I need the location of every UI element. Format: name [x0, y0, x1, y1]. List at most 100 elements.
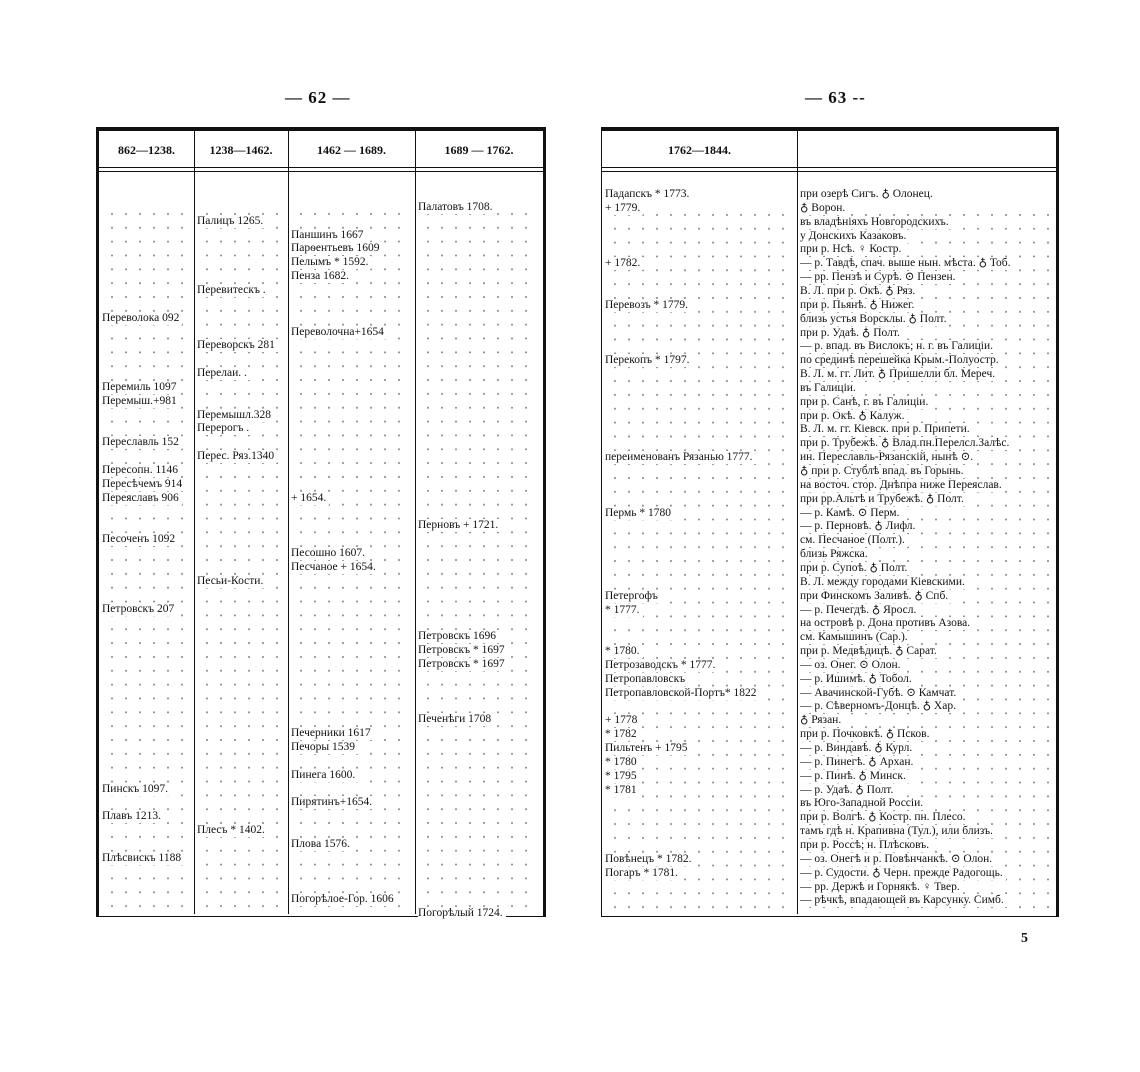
- column-header: 1462 — 1689.: [317, 143, 386, 157]
- column-rule: [797, 131, 798, 914]
- table-cell: Перемыш.+981: [102, 394, 180, 408]
- table-cell: Песьи-Кости.: [197, 574, 267, 588]
- table-cell: ♁ при р. Стублѣ впад. въ Горынь.: [800, 465, 967, 478]
- table-cell: * 1780.: [605, 645, 643, 659]
- table-cell: при Финскомъ Заливѣ. ♁ Спб.: [800, 589, 952, 603]
- table-cell: * 1795: [605, 769, 640, 783]
- table-cell: — рр. Пензѣ и Сурѣ. ⊙ Пензен.: [800, 271, 959, 285]
- table-cell: Печенѣги 1708: [418, 713, 495, 727]
- table-cell: — оз. Онег. ⊙ Олон.: [800, 658, 904, 672]
- table-cell: Переворскъ 281: [197, 339, 278, 353]
- table-cell: * 1781: [605, 783, 640, 797]
- table-cell: — р. Сѣверномъ-Донцѣ. ♁ Хар.: [800, 700, 959, 714]
- table-cell: Песчаное + 1654.: [291, 560, 379, 574]
- table-cell: см. Камышинъ (Сар.).: [800, 631, 911, 645]
- header-rule: [602, 167, 1056, 168]
- table-cell: Падапскъ * 1773.: [605, 188, 693, 201]
- table-cell: Пересопн. 1146: [102, 464, 182, 477]
- table-cell: — р. Ишимѣ. ♁ Тобол.: [800, 672, 915, 686]
- table-cell: — оз. Онегѣ и р. Повѣнчанкѣ. ⊙ Олон.: [800, 852, 996, 866]
- column-rule: [288, 131, 289, 914]
- table-cell: — р. Тавдѣ, спач. выше нын. мѣста. ♁ Тоб…: [800, 257, 1014, 271]
- table-cell: Петровскъ * 1697: [418, 644, 508, 658]
- table-cell: Перевитескъ .: [197, 283, 269, 297]
- column-header: 1689 — 1762.: [444, 143, 514, 157]
- header-rule: [602, 171, 1056, 172]
- table-cell: Погаръ * 1781.: [605, 866, 681, 880]
- table-cell: см. Песчаное (Полт.).: [800, 534, 908, 548]
- page-number: — 62 —: [285, 88, 351, 107]
- table-cell: — р. Пинѣ. ♁ Минск.: [800, 769, 909, 783]
- table-cell: Палицъ 1265.: [197, 214, 267, 228]
- table-cell: Петергофъ: [605, 589, 661, 603]
- table-cell: Перес. Ряз.1340: [197, 450, 278, 464]
- table-cell: В. Л. при р. Окѣ. ♁ Ряз.: [800, 284, 919, 298]
- table-cell: + 1782.: [605, 257, 644, 271]
- column-header: 862—1238.: [118, 143, 175, 157]
- table-cell: — р. Печегдѣ. ♁ Яросл.: [800, 603, 920, 617]
- table-cell: Переяславъ 906: [102, 491, 182, 505]
- table-cell: при р. Нсѣ. ♀ Костр.: [800, 243, 905, 257]
- table-cell: В. Л. м. гг. Лит. ♁ Пришелли бл. Мереч.: [800, 368, 999, 382]
- leader-dots: [419, 201, 537, 912]
- right-table: 1762—1844. Падапскъ * 1773. при озерѣ Сигъ…: [601, 127, 1059, 917]
- table-cell: Погорѣлый 1724.: [418, 907, 506, 921]
- table-cell: при р. Россѣ; н. Плѣсковъ.: [800, 838, 933, 852]
- table-cell: Переволочна+1654: [291, 325, 387, 339]
- table-cell: при озерѣ Сигъ. ♁ Олонец.: [800, 188, 936, 201]
- table-cell: + 1778: [605, 714, 641, 728]
- table-cell: Паншинъ 1667: [291, 228, 367, 242]
- table-cell: Переславль 152: [102, 436, 182, 450]
- table-cell: Пермь * 1780: [605, 506, 675, 520]
- table-cell: Переволока 092: [102, 311, 183, 325]
- table-cell: — р. Судости. ♁ Черн. прежде Радогощь.: [800, 866, 1006, 880]
- column-header: 1238—1462.: [209, 143, 273, 157]
- table-cell: ин. Переславль-Рязанскій, нынѣ ⊙.: [800, 451, 977, 465]
- table-cell: Перевозъ * 1779.: [605, 298, 692, 312]
- table-cell: при р. Окѣ. ♁ Калуж.: [800, 409, 908, 423]
- table-cell: — р. впад. въ Вислокъ; н. г. въ Галиціи.: [800, 340, 997, 354]
- table-cell: Перелаи. .: [197, 367, 250, 381]
- table-cell: — р. Удаѣ. ♁ Полт.: [800, 783, 897, 797]
- table-cell: Плесъ * 1402.: [197, 824, 268, 838]
- column-header: 1762—1844.: [668, 143, 731, 157]
- table-cell: — р. Камѣ. ⊙ Перм.: [800, 506, 903, 520]
- table-cell: при р. Почковкѣ. ♁ Псков.: [800, 728, 933, 742]
- table-cell: Пильтенъ + 1795: [605, 742, 691, 755]
- table-cell: при р. Трубежѣ. ♁ Влад.пн.Перелсл.Залѣс.: [800, 437, 1013, 451]
- table-cell: при р. Санѣ, г. въ Галиціи.: [800, 395, 932, 409]
- signature: 5: [1021, 931, 1028, 946]
- table-cell: * 1780: [605, 755, 640, 769]
- table-cell: Пелымъ * 1592.: [291, 256, 372, 270]
- table-cell: на островѣ р. Дона противъ Азова.: [800, 617, 974, 631]
- table-cell: Петропавловскъ: [605, 672, 689, 686]
- table-cell: на восточ. стор. Днѣпра ниже Переяслав.: [800, 478, 1005, 492]
- table-cell: Петровскъ * 1697: [418, 657, 508, 671]
- table-cell: — рр. Держѣ и Горнякѣ. ♀ Твер.: [800, 880, 963, 894]
- table-cell: Петровскъ 207: [102, 602, 178, 616]
- table-cell: — р. Виндавѣ. ♁ Курл.: [800, 742, 916, 755]
- table-cell: при р. Медвѣдицѣ. ♁ Сарат.: [800, 645, 940, 659]
- table-cell: Пинега 1600.: [291, 768, 359, 782]
- table-cell: — рѣчкѣ, впадающей въ Карсунку. Симб.: [800, 894, 1007, 908]
- table-cell: ♁ Рязан.: [800, 714, 845, 728]
- table-cell: Песоченъ 1092: [102, 533, 179, 547]
- left-table: 862—1238. 1238—1462. 1462 — 1689. 1689 — 17…: [96, 127, 546, 921]
- table-cell: при рр.Альтѣ и Трубежѣ. ♁ Полт.: [800, 492, 967, 506]
- table-cell: + 1779.: [605, 201, 644, 215]
- table-cell: у Донскихъ Казаковъ.: [800, 229, 910, 243]
- table-cell: * 1782: [605, 728, 640, 742]
- table-cell: при р. Пьянѣ. ♁ Нижег.: [800, 298, 918, 312]
- page-number: — 63 --: [805, 88, 866, 107]
- table-cell: близь устья Ворсклы. ♁ Полт.: [800, 312, 950, 326]
- table-cell: тамъ гдѣ н. Крапивна (Тул.), или близъ.: [800, 825, 996, 839]
- table-cell: Печоры 1539: [291, 741, 359, 754]
- table-cell: — р. Пинегѣ. ♁ Архан.: [800, 755, 917, 769]
- table-cell: Перновъ + 1721.: [418, 519, 502, 533]
- table-cell: Песошно 1607.: [291, 547, 369, 561]
- column-rule: [415, 131, 416, 914]
- header-rule: [99, 167, 543, 168]
- table-cell: Погорѣлое-Гор. 1606: [291, 893, 397, 907]
- table-cell: * 1777.: [605, 603, 643, 617]
